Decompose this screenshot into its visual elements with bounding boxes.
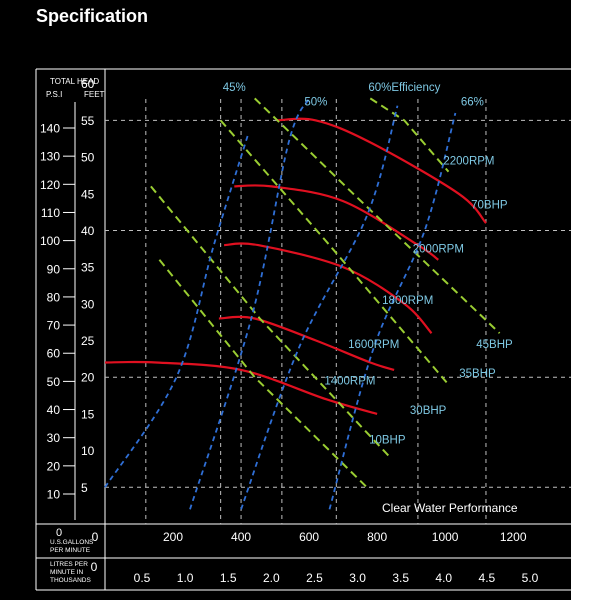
curve-label-7: 1800RPM	[382, 295, 433, 307]
psi-tick-label-7: 70	[47, 319, 61, 333]
chart-series	[104, 97, 501, 510]
curve-label-13: 10BHP	[369, 434, 406, 446]
axis-caption-line: LITRES PER	[50, 561, 88, 568]
series-efficiency-10	[104, 134, 249, 488]
lpm-tick-label-6: 3.0	[349, 571, 366, 585]
gpm-tick-label-3: 600	[299, 530, 319, 544]
chart-annotations: 45% 50% 60%Efficiency 66% 2200RPM 70BHP 2000RP…	[223, 82, 513, 446]
chart-title: Clear Water Performance	[382, 501, 518, 515]
feet-tick-label-8: 20	[81, 371, 95, 385]
gpm-tick-label-4: 800	[367, 530, 387, 544]
psi-tick-label-6: 80	[47, 290, 61, 304]
psi-tick-label-8: 60	[47, 347, 61, 361]
psi-tick-label-11: 30	[47, 431, 61, 445]
series-rpm-3	[218, 315, 395, 371]
feet-tick-label-5: 35	[81, 261, 95, 275]
feet-tick-label-1: 55	[81, 114, 95, 128]
lpm-tick-label-9: 4.5	[479, 571, 496, 585]
gpm-tick-label-6: 1200	[500, 530, 527, 544]
feet-tick-label-4: 40	[81, 224, 95, 238]
psi-tick-label-10: 40	[47, 403, 61, 417]
series-rpm-1	[234, 184, 439, 261]
lpm-tick-label-7: 3.5	[392, 571, 409, 585]
feet-tick-label-10: 10	[81, 444, 95, 458]
series-rpm-0	[276, 117, 487, 224]
feet-tick-label-3: 45	[81, 187, 95, 201]
curve-label-8: 45BHP	[476, 339, 513, 351]
psi-tick-label-3: 110	[41, 206, 60, 220]
section-heading: Specification	[36, 6, 149, 26]
curve-label-9: 1600RPM	[348, 339, 399, 351]
curve-label-10: 35BHP	[459, 368, 496, 380]
axis-caption-line: PER MINUTE	[50, 547, 91, 554]
x-axis: 0 200 400 600 800 1000 1200 0 0.5 1.0 1.5 2.0 2.5 3.0…	[91, 530, 539, 585]
series-bhp-5	[158, 259, 368, 489]
curve-label-1: 50%	[304, 97, 327, 109]
curve-label-0: 45%	[223, 82, 246, 94]
psi-tick-label-2: 120	[40, 178, 60, 192]
series-efficiency-11	[189, 97, 310, 510]
curve-label-6: 2000RPM	[413, 243, 464, 255]
lpm-tick-label-5: 2.5	[306, 571, 323, 585]
lpm-axis-label: LITRES PER MINUTE IN THOUSANDS	[50, 561, 91, 584]
feet-tick-label-6: 30	[81, 297, 95, 311]
curve-label-12: 30BHP	[410, 405, 447, 417]
y-axis-feet-label: FEET	[84, 90, 105, 99]
feet-tick-label-9: 15	[81, 407, 95, 421]
psi-tick-label-12: 20	[47, 459, 61, 473]
gpm-tick-label-0: 0	[92, 530, 99, 544]
series-efficiency-13	[328, 112, 457, 510]
series-bhp-8	[254, 97, 501, 334]
series-bhp-6	[150, 185, 392, 459]
lpm-tick-label-0: 0	[91, 560, 98, 574]
psi-tick-label-5: 90	[47, 262, 61, 276]
axis-caption-line: U.S.GALLONS	[50, 539, 94, 546]
curve-label-3: 66%	[461, 97, 484, 109]
lpm-tick-label-2: 1.0	[177, 571, 194, 585]
gpm-tick-label-1: 200	[163, 530, 183, 544]
series-bhp-9	[369, 97, 450, 173]
curve-label-2: 60%Efficiency	[368, 82, 440, 94]
lpm-tick-label-8: 4.0	[435, 571, 452, 585]
psi-tick-label-0: 140	[40, 122, 60, 136]
psi-tick-label-13: 10	[47, 488, 61, 502]
y-axis-psi-label: P.S.I	[46, 90, 62, 99]
series-rpm-2	[224, 242, 433, 334]
axis-caption-line: MINUTE IN	[50, 569, 84, 576]
curve-label-11: 1400RPM	[324, 376, 375, 388]
series-bhp-7	[219, 119, 450, 386]
axis-caption-line: THOUSANDS	[50, 577, 91, 584]
chart-frame	[35, 68, 571, 591]
y-axis: 140 130 120 110 100 90 80 70 60 50 40 30 20 10 60 55 50 4…	[40, 77, 95, 520]
series-efficiency-12	[240, 105, 399, 510]
feet-tick-label-11: 5	[81, 481, 88, 495]
lpm-tick-label-1: 0.5	[134, 571, 151, 585]
lpm-tick-label-4: 2.0	[263, 571, 280, 585]
gpm-zero-tick-left: 0	[56, 527, 62, 539]
feet-tick-label-2: 50	[81, 151, 95, 165]
chart-panel	[0, 0, 571, 600]
lpm-tick-label-10: 5.0	[522, 571, 539, 585]
chart-grid	[105, 99, 571, 524]
y-axis-title: TOTAL HEAD	[50, 77, 99, 86]
gpm-tick-label-5: 1000	[432, 530, 459, 544]
feet-tick-label-7: 25	[81, 334, 95, 348]
gpm-axis-label: U.S.GALLONS PER MINUTE	[50, 539, 94, 554]
psi-tick-label-9: 50	[47, 375, 61, 389]
curve-label-4: 2200RPM	[443, 155, 494, 167]
curve-label-5: 70BHP	[471, 199, 508, 211]
psi-tick-label-1: 130	[40, 150, 60, 164]
lpm-tick-label-3: 1.5	[220, 571, 237, 585]
gpm-tick-label-2: 400	[231, 530, 251, 544]
feet-tick-label-0: 60	[81, 77, 95, 91]
psi-tick-label-4: 100	[40, 234, 60, 248]
